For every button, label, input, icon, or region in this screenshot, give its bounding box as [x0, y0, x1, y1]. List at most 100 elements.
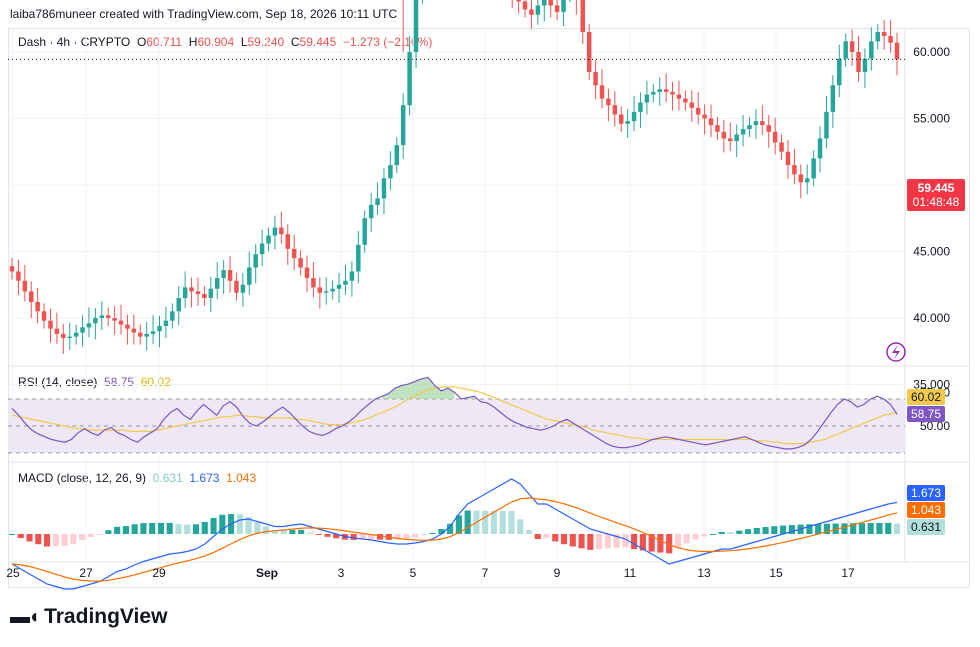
time-tick-label: 25 [6, 566, 20, 580]
macd-histogram-bar [122, 526, 129, 534]
macd-histogram-bar [762, 526, 769, 534]
time-tick-label: 11 [624, 566, 637, 580]
time-tick-label: 17 [841, 566, 855, 580]
candle-body [586, 32, 592, 72]
rsi-value: 58.75 [104, 375, 135, 389]
candle-body [580, 0, 586, 33]
rsi-label[interactable]: RSI (14, close) [18, 375, 98, 389]
candle-body [343, 280, 348, 285]
candle-body [61, 333, 66, 338]
macd-histogram-bar [376, 534, 384, 540]
macd-histogram-bar [885, 522, 892, 534]
candle-body [35, 302, 40, 312]
candle-body [400, 105, 406, 146]
macd-histogram-bar [876, 522, 883, 534]
candle-body [182, 287, 188, 299]
macd-histogram-bar [718, 531, 725, 534]
candle-body [702, 114, 707, 119]
macd-histogram-bar [96, 534, 103, 535]
candle-body [272, 227, 278, 236]
candle-body [779, 142, 784, 152]
candle-body [170, 311, 175, 321]
macd-histogram-bar [525, 530, 533, 534]
macd-histogram-bar [105, 530, 112, 534]
candle-body [785, 151, 791, 166]
macd-signal-tag [907, 502, 945, 518]
candle-body [41, 311, 47, 321]
tradingview-logo[interactable]: ▬◖ TradingView [10, 605, 167, 629]
candle-body [798, 174, 804, 183]
candle-body [112, 318, 117, 321]
macd-histogram-bar [157, 522, 165, 534]
candle-body [535, 5, 541, 15]
macd-histogram-bar [508, 510, 515, 534]
last-price-text: 59.445 [918, 181, 955, 195]
price-tick-label: 60.000 [913, 45, 950, 59]
candle-body [715, 125, 720, 132]
candle-body [163, 320, 169, 326]
macd-histogram-bar [429, 532, 436, 534]
candle-body [651, 91, 656, 95]
candle-body [208, 288, 214, 299]
lightning-icon [886, 342, 906, 362]
candle-body [330, 288, 335, 292]
candle-body [734, 134, 739, 142]
macd-histogram-bar [192, 524, 200, 534]
candle-body [593, 71, 598, 86]
macd-histogram-bar [587, 534, 594, 550]
macd-histogram-bar [543, 534, 550, 539]
macd-histogram-bar [350, 534, 357, 540]
macd-histogram-bar [788, 525, 795, 534]
candle-body [368, 204, 374, 219]
macd-histogram-bar [841, 523, 848, 534]
candle-body [824, 111, 829, 139]
macd-label[interactable]: MACD (close, 12, 26, 9) [18, 471, 147, 485]
macd-histogram-bar [201, 521, 208, 534]
logo-text: TradingView [44, 605, 168, 628]
candle-body [279, 227, 284, 235]
macd-histogram-bar [596, 534, 603, 550]
rsi-line [11, 376, 898, 450]
macd-histogram-bar [534, 534, 541, 539]
macd-histogram-bar [893, 523, 901, 534]
time-tick-label: 27 [79, 566, 93, 580]
candle-body [683, 98, 688, 103]
macd-histogram-bar [657, 534, 664, 553]
macd-histogram-bar [490, 510, 497, 534]
candle-body [708, 118, 714, 126]
candle-body [22, 280, 28, 292]
last-price-tag [907, 179, 965, 211]
candle-body [375, 198, 380, 205]
candle-body [817, 138, 823, 159]
candle-body [214, 278, 220, 289]
candle-body [138, 332, 143, 337]
symbol-label[interactable]: Dash · 4h · CRYPTO [18, 35, 131, 49]
candle-body [638, 102, 643, 112]
candle-body [875, 32, 881, 42]
macd-histogram-bar [298, 529, 305, 534]
macd-histogram-bar [52, 534, 59, 547]
macd-histogram-bar [727, 532, 734, 534]
candle-body [131, 328, 137, 333]
price-axis: 80.00075.00070.00065.00060.00055.00050.0… [913, 45, 950, 433]
candle-body [253, 254, 258, 268]
candle-body [625, 121, 630, 124]
macd-histogram-bar [403, 534, 410, 539]
candle-body [388, 165, 393, 179]
candle-body [862, 58, 868, 72]
time-axis: 25 27 29 Sep 3 5 7 9 11 13 15 17 [6, 566, 855, 580]
macd-histogram-bar [823, 523, 830, 534]
macd-histogram-bar [850, 523, 857, 534]
candle-body [881, 32, 887, 37]
candle-body [728, 138, 733, 142]
candle-body [837, 58, 842, 86]
candle-body [753, 121, 759, 126]
macd-histogram-tag [907, 519, 945, 535]
candle-body [28, 291, 34, 303]
macd-histogram-bar [569, 534, 576, 547]
price-tick-label: 55.000 [913, 112, 950, 126]
candle-body [118, 320, 124, 325]
rsi-ma-line [11, 386, 898, 445]
macd-histogram-bar [149, 522, 156, 534]
